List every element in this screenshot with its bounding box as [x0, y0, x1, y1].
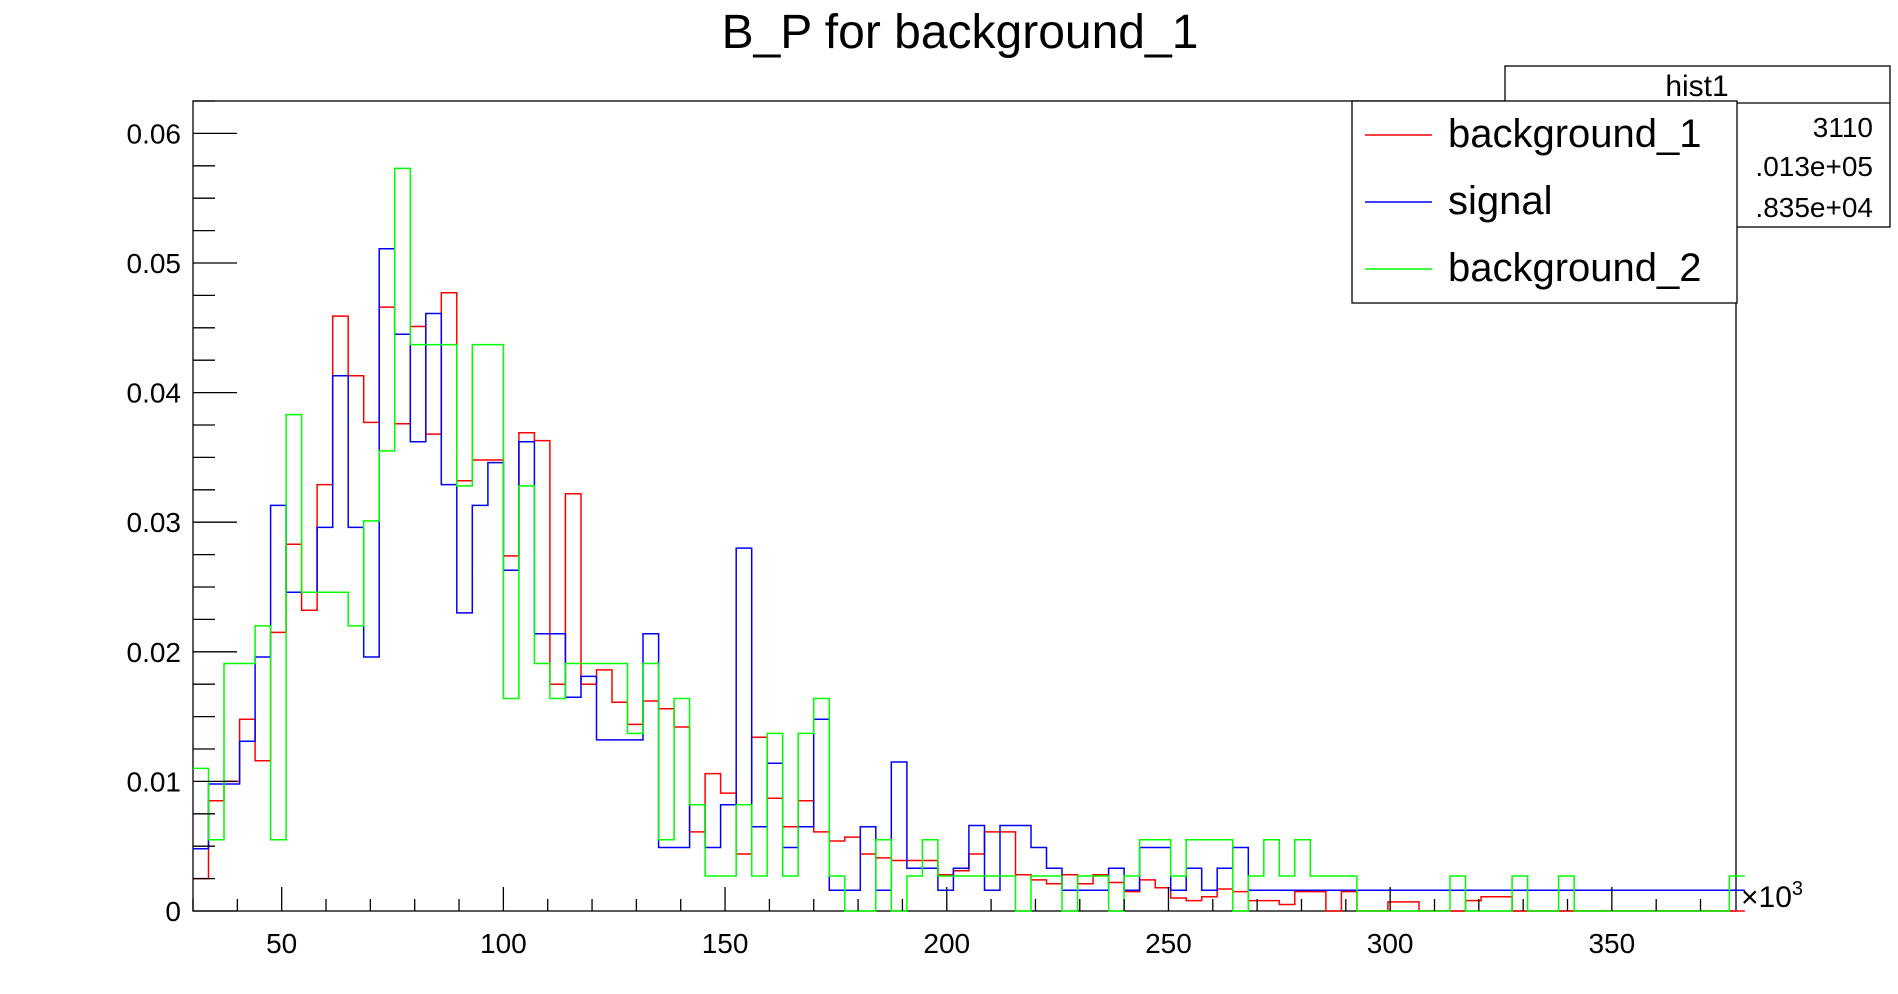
legend: background_1 signal background_2	[1351, 100, 1738, 304]
stats-mean: .013e+05	[1755, 151, 1873, 182]
x-tick-label: 300	[1367, 928, 1414, 959]
series-signal-histogram	[193, 247, 1745, 892]
y-axis: 0 0.01 0.02 0.03 0.04 0.05 0.06	[127, 100, 237, 927]
x-multiplier-label: ×103	[1741, 878, 1803, 914]
x-multiplier-exponent: 3	[1792, 878, 1803, 900]
legend-item-background-2: background_2	[1365, 246, 1702, 290]
series-background-2-histogram	[193, 167, 1745, 912]
legend-item-signal: signal	[1365, 179, 1553, 223]
x-tick-label: 50	[266, 928, 297, 959]
y-tick-label: 0.02	[127, 637, 182, 668]
legend-item-background-1: background_1	[1365, 112, 1702, 156]
chart-title: B_P for background_1	[722, 6, 1199, 59]
x-tick-label: 150	[702, 928, 749, 959]
x-tick-label: 200	[923, 928, 970, 959]
x-axis: 50 100 150 200 250 300 350	[192, 887, 1702, 959]
stats-entries: 3110	[1813, 112, 1873, 143]
x-tick-label: 350	[1588, 928, 1635, 959]
series-layer	[193, 167, 1745, 912]
y-tick-label: 0.04	[127, 378, 182, 409]
legend-label-background-1: background_1	[1448, 112, 1702, 156]
legend-label-signal: signal	[1448, 179, 1553, 223]
y-tick-label: 0.03	[127, 507, 182, 538]
y-tick-label: 0.05	[127, 248, 182, 279]
y-tick-label: 0	[165, 896, 181, 927]
x-tick-label: 100	[480, 928, 527, 959]
y-tick-label: 0.01	[127, 766, 182, 797]
y-tick-label: 0.06	[127, 118, 182, 149]
stats-stddev: .835e+04	[1755, 192, 1873, 223]
plot-frame	[192, 100, 1737, 912]
stats-title: hist1	[1665, 70, 1728, 103]
x-tick-label: 250	[1145, 928, 1192, 959]
legend-label-background-2: background_2	[1448, 246, 1702, 290]
